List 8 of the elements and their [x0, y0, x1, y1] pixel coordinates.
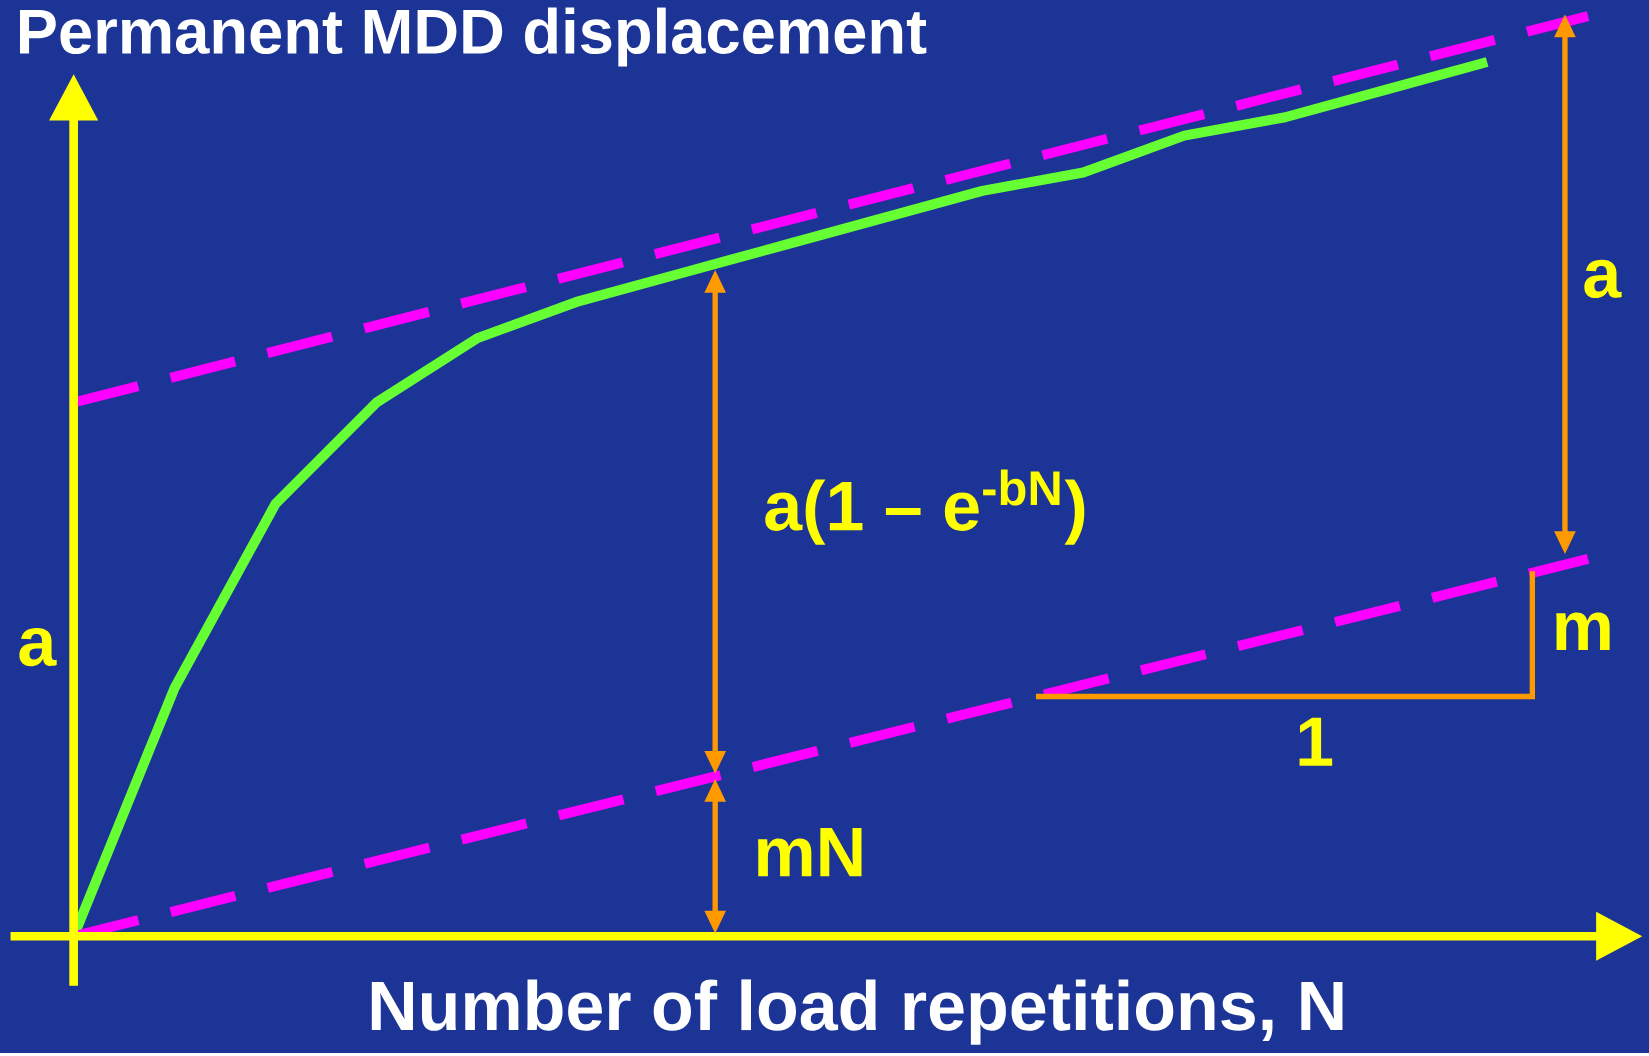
- annotation: a: [1584, 259, 1622, 299]
- annotation: m: [1556, 612, 1610, 651]
- annotation: mN: [758, 828, 862, 877]
- annotation: 1: [1299, 717, 1333, 766]
- annotation: a(1 – e$^{-bN}$): [765, 469, 1085, 545]
- x-axis-title: Number of load repetitions, N: [371, 979, 1343, 1045]
- chart-title: Permanent MDD displacement: [19, 7, 927, 67]
- annotation: a: [19, 628, 57, 667]
